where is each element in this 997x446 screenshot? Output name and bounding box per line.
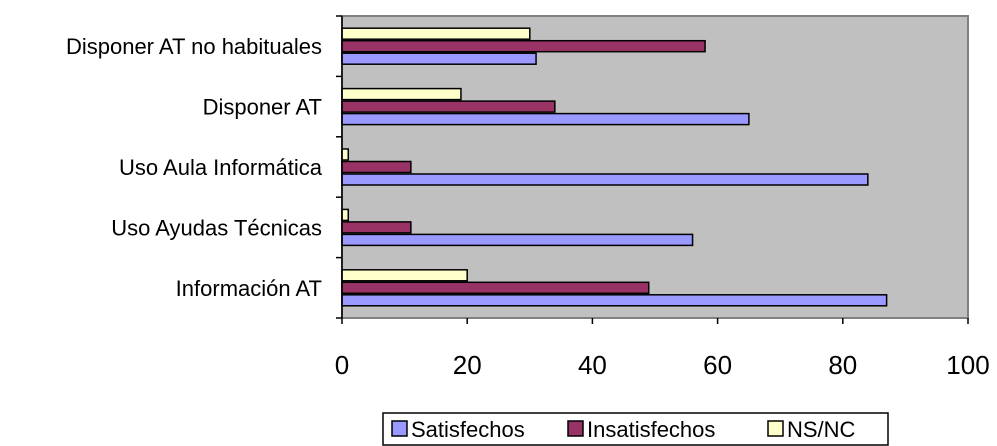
bar-ns-nc-4 <box>341 269 468 282</box>
x-tick-label: 60 <box>703 350 732 380</box>
bar-satisfechos-2 <box>341 173 869 186</box>
legend-label-insatisfechos: Insatisfechos <box>587 417 715 442</box>
bar-ns-nc-2 <box>341 148 350 161</box>
category-label: Disponer AT <box>203 95 322 120</box>
legend-swatch-satisfechos <box>391 420 408 437</box>
category-label: Disponer AT no habituales <box>66 34 322 59</box>
x-tick-label: 100 <box>946 350 989 380</box>
bar-satisfechos-0 <box>341 52 537 65</box>
bar-insatisfechos-3 <box>341 221 412 234</box>
category-label: Uso Aula Informática <box>119 155 323 180</box>
x-tick-label: 80 <box>828 350 857 380</box>
bar-satisfechos-3 <box>341 233 694 247</box>
plot-area <box>341 15 969 319</box>
x-tick-label: 40 <box>578 350 607 380</box>
bar-ns-nc-0 <box>341 27 531 40</box>
bar-ns-nc-1 <box>341 87 462 101</box>
bar-ns-nc-3 <box>341 208 350 222</box>
bar-insatisfechos-1 <box>341 100 556 113</box>
bar-satisfechos-4 <box>341 294 888 307</box>
legend-label-ns-nc: NS/NC <box>787 417 856 442</box>
x-tick-label: 0 <box>335 350 349 380</box>
category-label: Uso Ayudas Técnicas <box>111 215 322 240</box>
legend-swatch-ns-nc <box>767 420 784 437</box>
bar-insatisfechos-0 <box>341 39 706 53</box>
legend-swatch-insatisfechos <box>567 420 584 437</box>
legend: Satisfechos Insatisfechos NS/NC <box>382 412 889 446</box>
legend-label-satisfechos: Satisfechos <box>411 417 525 442</box>
bar-insatisfechos-4 <box>341 281 650 295</box>
category-label: Información AT <box>176 276 322 301</box>
bar-satisfechos-1 <box>341 112 750 126</box>
x-tick-label: 20 <box>453 350 482 380</box>
legend-box <box>382 412 889 446</box>
bar-insatisfechos-2 <box>341 160 412 174</box>
